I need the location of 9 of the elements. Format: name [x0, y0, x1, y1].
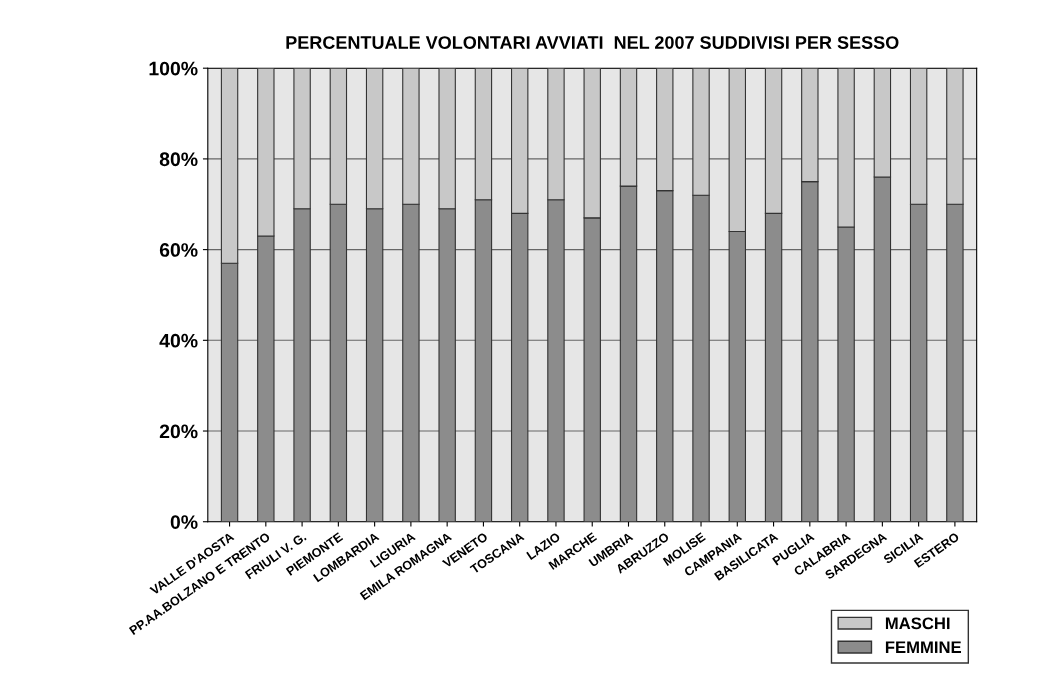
- y-tick-label: 80%: [159, 152, 198, 167]
- y-tick-label: 60%: [159, 243, 198, 257]
- legend-label: MASCHI: [885, 617, 950, 630]
- y-tick-label: 20%: [159, 424, 198, 439]
- y-tick-label: 100%: [149, 61, 198, 76]
- chart-title: PERCENTUALE VOLONTARI AVVIATI NEL 2007 SUDDIVISI PER SESSO: [286, 36, 899, 49]
- y-tick-label: 40%: [159, 333, 198, 348]
- legend-label: FEMMINE: [885, 641, 962, 653]
- y-tick-label: 0%: [170, 515, 198, 529]
